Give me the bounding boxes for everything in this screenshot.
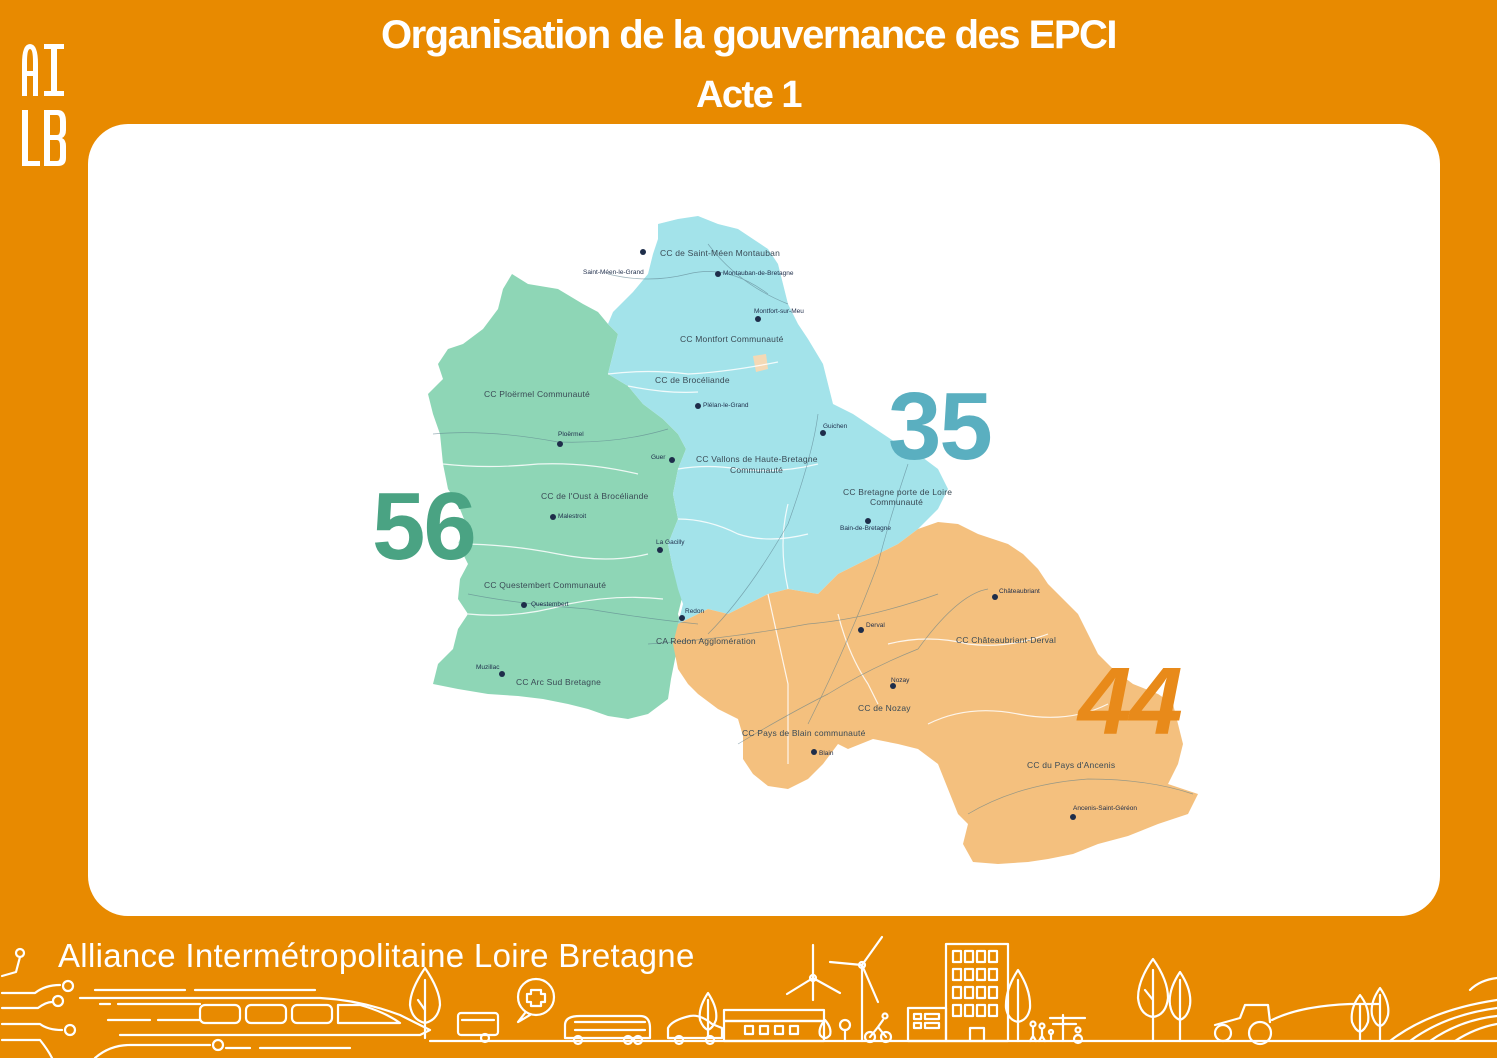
apartment-building-icon [906, 942, 1010, 1043]
region-44 [673, 522, 1198, 864]
town-label: Muzillac [476, 664, 500, 671]
town-label: Saint-Méen-le-Grand [583, 269, 644, 276]
epci-label: CC de Brocéliande [655, 375, 730, 385]
epci-label: CA Redon Agglomération [656, 636, 756, 646]
epci-label: CC de l'Oust à Brocéliande [541, 491, 649, 501]
tree-icon [408, 966, 442, 1040]
school-building-icon [722, 1008, 826, 1043]
epci-label: CC Arc Sud Bretagne [516, 677, 602, 687]
epci-label: CC de Nozay [858, 703, 911, 713]
train-icon [78, 988, 432, 1037]
town-label: La Gacilly [656, 539, 685, 546]
dept-number-44: 44 [1078, 648, 1183, 755]
page-subtitle: Acte 1 [695, 74, 803, 116]
town-label: Guichen [823, 423, 848, 430]
town-label: Malestroit [558, 513, 587, 520]
wind-turbine-icon [785, 935, 884, 1043]
bus-icon [563, 1014, 652, 1046]
town-label: Blain [819, 750, 834, 757]
town-label: Questembert [531, 601, 569, 608]
tree-icon [1136, 957, 1170, 1043]
cyclist-icon [863, 1012, 893, 1044]
footer-title: Alliance Intermétropolitaine Loire Breta… [58, 937, 695, 974]
epci-label: CC de Saint-Méen Montauban [660, 248, 781, 258]
region-56 [428, 274, 686, 719]
epci-label: CC Montfort Communauté [680, 334, 784, 344]
circuit-icon [0, 947, 352, 1058]
town-label: Châteaubriant [999, 588, 1040, 595]
tractor-icon [1213, 1003, 1273, 1046]
map-panel: CC de Saint-Méen Montauban CC Montfort C… [88, 124, 1440, 916]
epci-map [428, 216, 1198, 864]
tree-icon [1168, 970, 1192, 1043]
town-label: Redon [685, 608, 705, 615]
town-label: Ploërmel [558, 431, 584, 438]
epci-label: CC Vallons de Haute-Bretagne [696, 454, 818, 464]
town-label: Plélan-le-Grand [703, 402, 749, 409]
tree-icon [1004, 968, 1032, 1043]
dept-number-56: 56 [372, 473, 477, 580]
dept-number-35: 35 [888, 373, 993, 480]
car-icon [666, 1014, 724, 1046]
town-label: Montfort-sur-Meu [754, 308, 804, 315]
town-label: Bain-de-Bretagne [840, 525, 891, 532]
epci-label: CC Ploërmel Communauté [484, 389, 590, 399]
health-bubble-icon [516, 977, 556, 1024]
family-icon [1028, 1020, 1055, 1043]
epci-label: CC Pays de Blain communauté [742, 728, 866, 738]
field-icon [1388, 976, 1497, 1043]
tree-icon [698, 991, 718, 1040]
page-title: Organisation de la gouvernance des EPCI [380, 13, 1118, 57]
tree-icon [1350, 993, 1370, 1043]
town-label: Guer [651, 454, 666, 461]
epci-label: CC du Pays d'Ancenis [1027, 760, 1116, 770]
epci-label: CC Bretagne porte de Loire [843, 487, 953, 497]
ailb-logo [22, 44, 66, 166]
epci-label: Communauté [870, 497, 924, 507]
tree-icon [1370, 986, 1390, 1043]
town-label: Nozay [891, 677, 910, 684]
signpost-icon [1048, 1013, 1087, 1043]
bus-icon [456, 1011, 500, 1044]
town-label: Ancenis-Saint-Géréon [1073, 805, 1137, 812]
epci-label: Communauté [730, 465, 784, 475]
tree-icon [818, 1018, 832, 1040]
epci-label: CC Questembert Communauté [484, 580, 607, 590]
town-label: Montauban-de-Bretagne [723, 270, 794, 277]
epci-label: CC Châteaubriant-Derval [956, 635, 1057, 645]
region-35 [608, 216, 948, 624]
footer-illustration [0, 935, 1497, 1058]
wheelchair-icon [1072, 1026, 1084, 1045]
town-label: Derval [866, 622, 885, 629]
